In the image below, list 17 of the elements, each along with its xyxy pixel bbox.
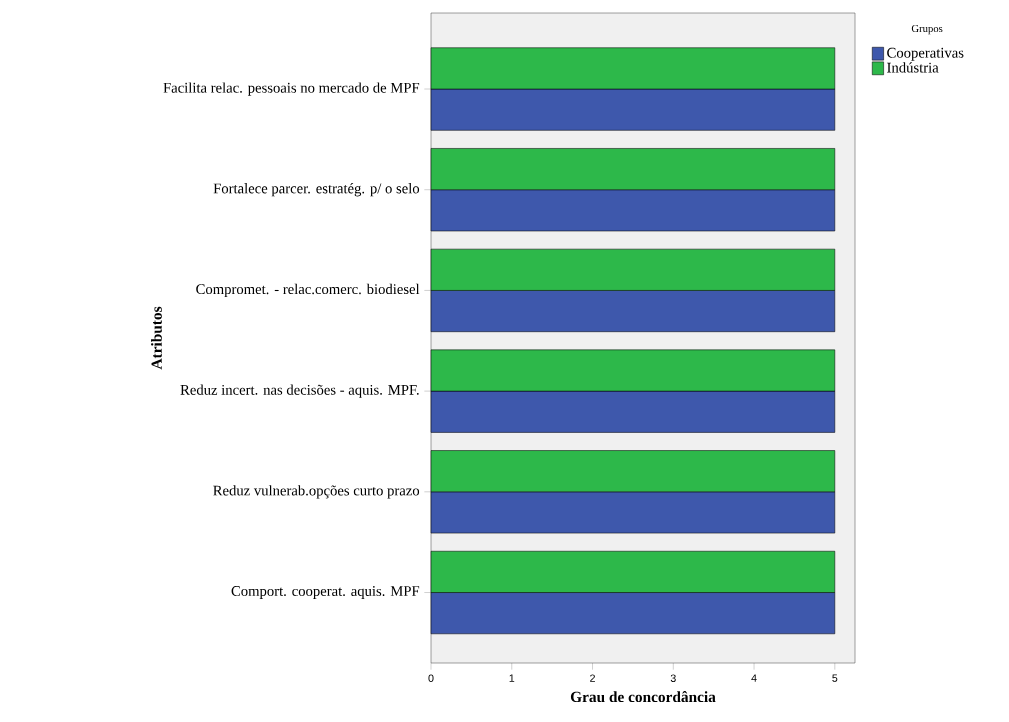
legend-label: Cooperativas [887,47,964,61]
legend-label: Indústria [887,62,939,73]
y-tick-label: Fortalece parcer. estratég. p/ o selo [213,183,420,197]
x-tick-label: 4 [751,674,757,682]
x-tick-label: 0 [428,674,434,682]
y-axis-title: Atributos [151,306,162,370]
x-axis-title: Grau de concordância [570,691,716,703]
y-tick-label: Comport. cooperat. aquis. MPF [231,586,420,599]
y-tick-label: Reduz incert. nas decisões - aquis. MPF. [180,384,419,398]
legend-title: Grupos [911,24,943,35]
x-tick-label: 3 [670,674,676,682]
y-tick-label: Reduz vulnerab.opções curto prazo [213,485,420,499]
x-tick-label: 1 [509,674,515,682]
y-tick-label: Compromet. - relac.comerc. biodiesel [196,283,420,298]
y-tick-label: Facilita relac. pessoais no mercado de MPF [163,82,420,96]
x-tick-label: 5 [832,674,838,682]
x-tick-label: 2 [590,674,595,682]
